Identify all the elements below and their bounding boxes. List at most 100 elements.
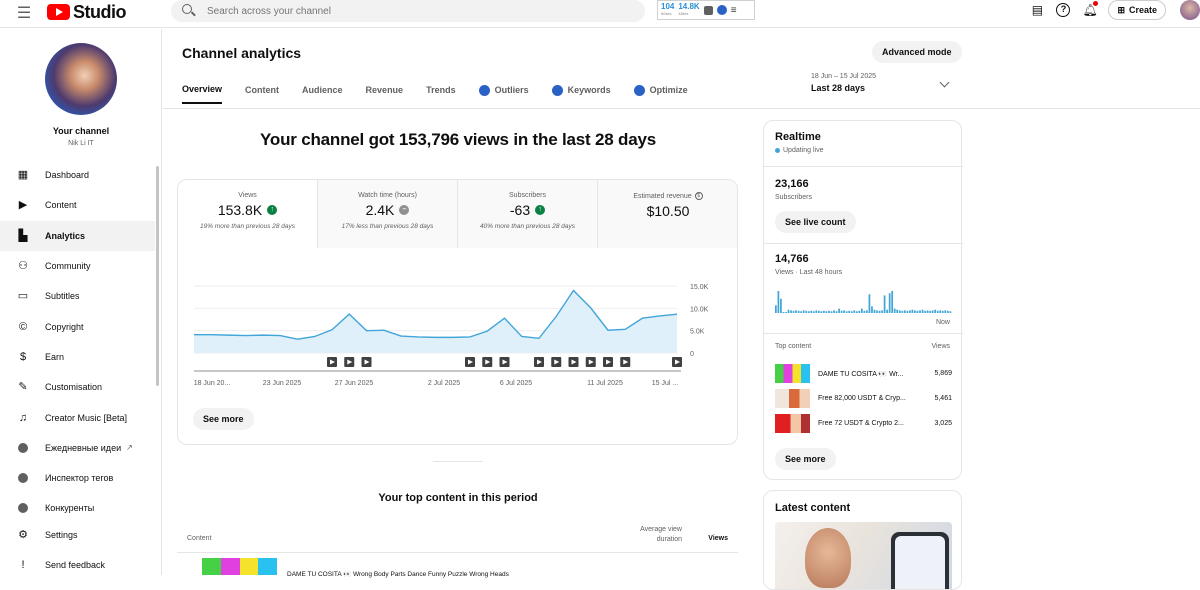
analytics-header: Channel analytics Advanced mode Overview… [163,29,1200,109]
metric-value: $10.50 [646,203,690,219]
list-item[interactable]: DAME TU COSITA 👀 Wr... 5,869 [775,364,952,384]
video-thumbnail[interactable] [202,558,277,575]
realtime-bar [944,310,947,313]
search-icon[interactable] [181,3,197,19]
video-marker-icon[interactable] [551,357,562,367]
video-marker-icon[interactable] [482,357,493,367]
search-bar[interactable] [171,0,645,22]
help-icon[interactable]: ? [1056,3,1071,17]
sidebar-item-customisation[interactable]: ✎ Customisation [0,372,155,402]
metric-revenue[interactable]: Estimated revenue $ $10.50 [598,180,737,248]
latest-video-thumbnail[interactable] [775,522,952,589]
tab-overview[interactable]: Overview [182,84,223,104]
video-marker-icon[interactable] [603,357,613,367]
sidebar-item-content[interactable]: ▶ Content [0,190,155,220]
sidebar-item-label: Конкуренты [45,503,95,514]
col-avg-view-duration[interactable]: Average view duration [592,525,682,545]
y-tick-label: 5.0K [690,329,705,336]
sidebar-item-earn[interactable]: $ Earn [0,342,155,372]
list-item[interactable]: Free 82,000 USDT & Cryp... 5,461 [775,389,952,409]
search-input[interactable] [207,5,627,17]
video-title[interactable]: DAME TU COSITA 👀 Wrong Body Parts Dance … [287,571,509,578]
sidebar-item-creator-music[interactable]: ♫ Creator Music [Beta] [0,402,155,432]
video-marker-icon[interactable] [499,357,510,367]
studio-logo[interactable]: Studio [47,1,127,23]
sidebar-item-dashboard[interactable]: ▦ Dashboard [0,160,155,190]
sidebar-scrollbar[interactable] [156,166,159,386]
sidebar-item-community[interactable]: ⚇ Community [0,251,155,281]
ext-logo-icon[interactable] [716,5,727,15]
create-button[interactable]: ⊞ Create [1108,0,1166,20]
tab-trends[interactable]: Trends [426,84,456,104]
realtime-bar [876,310,878,313]
sidebar-item-send-feedback[interactable]: ! Send feedback [0,550,155,580]
tab-optimize[interactable]: Optimize [633,84,688,104]
info-icon[interactable]: $ [694,192,703,200]
top-content-title: Your top content in this period [378,492,538,504]
video-thumbnail[interactable] [775,389,810,408]
account-avatar[interactable] [1180,0,1200,20]
date-range-selector[interactable]: 18 Jun – 15 Jul 2025 Last 28 days [811,73,876,93]
sidebar-item-copyright[interactable]: © Copyright [0,311,155,341]
video-thumbnail[interactable] [775,414,810,433]
ext-menu-icon[interactable]: ≡ [730,4,737,16]
video-marker-icon[interactable] [585,357,596,367]
col-avd-line1: Average view [640,526,682,533]
metric-subscribers[interactable]: Subscribers -63 ↑ 40% more than previous … [458,180,598,248]
video-title[interactable]: Free 82,000 USDT & Cryp... [818,395,906,402]
list-item[interactable]: Free 72 USDT & Crypto 2... 3,025 [775,414,952,434]
realtime-see-more-button[interactable]: See more [775,448,836,470]
video-thumbnail[interactable] [775,364,810,383]
extension-icon [18,473,28,484]
realtime-bar [901,310,904,313]
tab-label: Keywords [567,85,611,95]
sidebar-item-settings[interactable]: ⚙ Settings [0,520,155,550]
tab-outliers[interactable]: Outliers [478,84,529,104]
sidebar-item-analytics[interactable]: ▙ Analytics [0,220,155,251]
video-marker-icon[interactable] [465,357,475,367]
advanced-mode-button[interactable]: Advanced mode [872,41,962,63]
col-views[interactable]: Views [708,535,728,542]
chevron-down-icon[interactable] [939,77,950,88]
comments-icon[interactable]: ▤ [1031,3,1044,17]
metric-watch-time[interactable]: Watch time (hours) 2.4K – 17% less than p… [318,180,458,248]
sidebar-item-tag-inspector[interactable]: Инспектор тегов [0,463,155,493]
tab-label: Audience [302,85,343,95]
see-live-count-button[interactable]: See live count [775,211,856,233]
extension-widget[interactable]: 104 60sec 14.8K 48hrs ≡ [657,0,755,20]
notifications-bell-icon[interactable]: 🔔︎ [1082,1,1099,17]
video-title[interactable]: DAME TU COSITA 👀 Wr... [818,371,904,378]
video-marker-icon[interactable] [620,357,631,367]
tab-audience[interactable]: Audience [302,84,343,104]
video-marker-icon[interactable] [361,357,372,367]
sidebar-item-label: Send feedback [45,560,106,571]
realtime-bar [828,310,830,313]
realtime-bar [802,310,805,313]
video-marker-icon[interactable] [344,357,355,367]
tab-keywords[interactable]: Keywords [551,84,611,104]
video-marker-icon[interactable] [672,357,682,367]
ext-stat-label: 48hrs [678,11,689,16]
video-marker-icon[interactable] [568,357,579,367]
table-row[interactable]: DAME TU COSITA 👀 Wrong Body Parts Dance … [177,556,738,578]
menu-icon[interactable]: ☰ [16,5,32,22]
video-title[interactable]: Free 72 USDT & Crypto 2... [818,420,904,427]
ext-square-icon[interactable] [703,5,713,15]
sidebar-item-daily-ideas[interactable]: Ежедневные идеи ↗ [0,433,155,463]
copyright-icon: © [18,320,28,333]
video-marker-icon[interactable] [534,357,544,367]
top-bar: ☰ Studio 104 60sec 14.8K 48hrs ≡ ▤ ? 🔔︎ … [0,0,1200,28]
channel-avatar[interactable] [45,43,117,115]
metric-label: Watch time (hours) [358,192,417,199]
metric-views[interactable]: Views 153.8K ↑ 19% more than previous 28 … [178,180,318,248]
sidebar-item-competitors[interactable]: Конкуренты [0,493,155,523]
video-marker-icon[interactable] [327,357,337,367]
youtube-logo-icon [47,4,70,20]
sidebar-item-subtitles[interactable]: ▭ Subtitles [0,281,155,311]
see-more-button[interactable]: See more [193,408,254,430]
realtime-bar [878,310,881,313]
tab-content[interactable]: Content [245,84,279,104]
tab-revenue[interactable]: Revenue [366,84,404,104]
realtime-bar [886,309,888,313]
ext-stat-60sec: 104 60sec [661,3,674,17]
